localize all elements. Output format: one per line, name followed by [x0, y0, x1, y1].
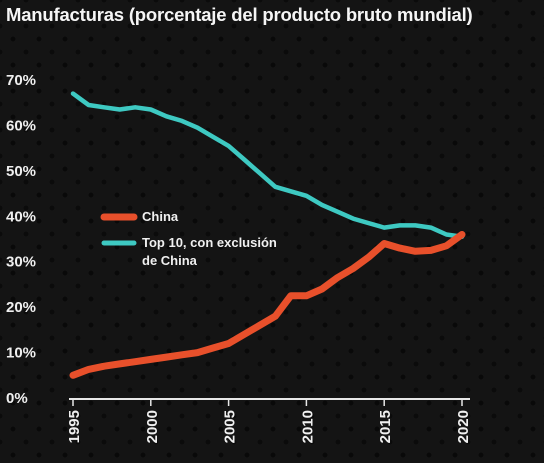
legend: China Top 10, con exclusión de China: [100, 209, 280, 268]
chart-title: Manufacturas (porcentaje del producto br…: [6, 4, 473, 25]
legend-label-top10-line1: Top 10, con exclusión: [142, 235, 277, 250]
legend-label-top10: Top 10, con exclusión de China: [142, 235, 280, 268]
y-tick-label: 0%: [6, 390, 28, 407]
y-tick-label: 40%: [6, 208, 36, 225]
y-tick-label: 20%: [6, 299, 36, 316]
x-tick-label: 2015: [377, 410, 394, 443]
y-tick-label: 30%: [6, 254, 36, 271]
y-tick-label: 60%: [6, 117, 36, 134]
series-line-top10: [70, 91, 465, 239]
x-tick-label: 2020: [455, 410, 472, 443]
y-axis-ticks: 0% 10% 20% 30% 40% 50% 60% 70%: [6, 72, 36, 407]
series-line-china: [69, 231, 466, 379]
y-tick-label: 50%: [6, 163, 36, 180]
x-tick-label: 2000: [144, 410, 161, 443]
y-tick-label: 70%: [6, 72, 36, 89]
x-axis-ticks: 1995 2000 2005 2010 2015 2020: [66, 399, 472, 443]
x-tick-label: 2005: [222, 410, 239, 443]
legend-label-top10-line2: de China: [142, 253, 198, 268]
series-lines: [69, 91, 466, 379]
legend-label-china: China: [142, 209, 179, 224]
x-tick-label: 1995: [66, 410, 83, 443]
x-tick-label: 2010: [299, 410, 316, 443]
y-tick-label: 10%: [6, 345, 36, 362]
